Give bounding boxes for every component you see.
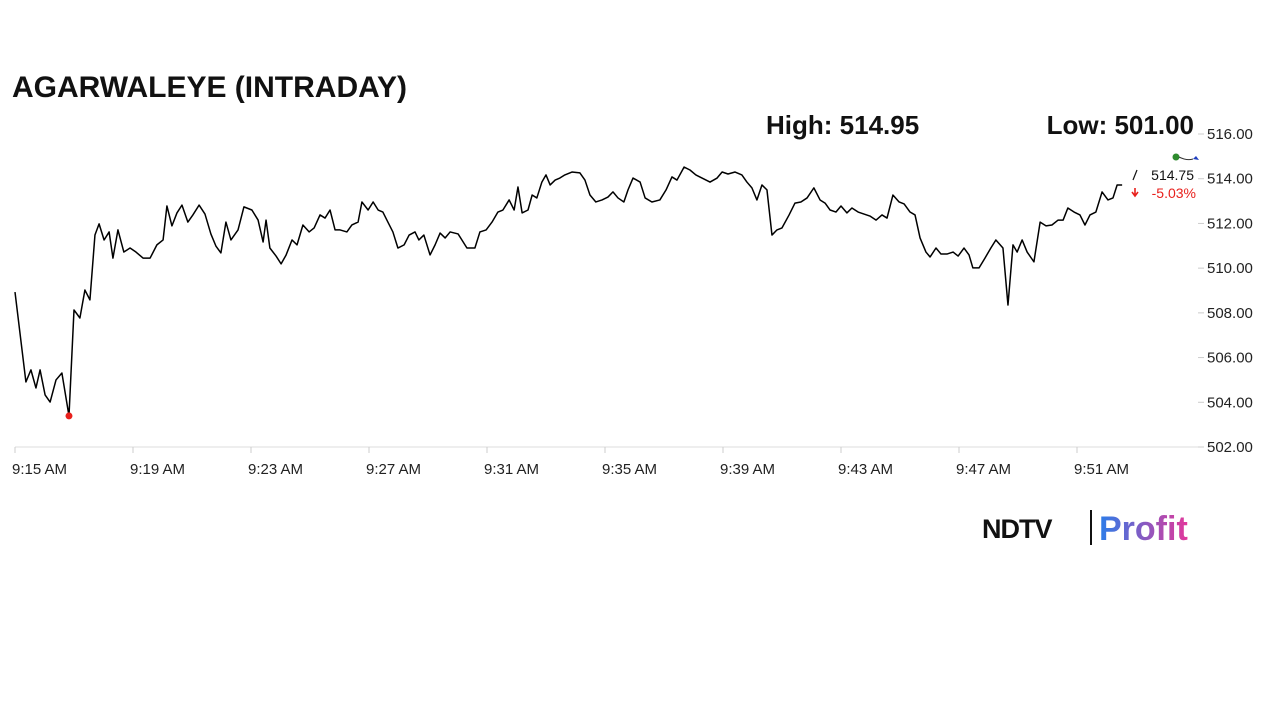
y-tick-label: 514.00 [1207,171,1253,188]
down-arrow [1131,188,1139,198]
x-tick-label: 9:35 AM [602,461,657,478]
x-tick-label: 9:23 AM [248,461,303,478]
x-tick-label: 9:47 AM [956,461,1011,478]
logo-profit: Profit [1099,510,1188,548]
y-tick-label: 508.00 [1207,305,1253,322]
indicator-line [1178,156,1194,161]
y-tick-label: 516.00 [1207,126,1253,143]
logo-ndtv: NDTV [982,514,1052,544]
high-label: High: 514.95 [766,110,919,140]
y-tick-label: 512.00 [1207,215,1253,232]
x-tick-label: 9:19 AM [130,461,185,478]
low-marker [65,412,73,420]
indicator-dot [1172,153,1180,161]
change-label: -5.03% [1152,185,1196,201]
indicator-marker [1193,156,1199,160]
chart-title: AGARWALEYE (INTRADAY) [12,71,407,104]
last-icon [1132,169,1138,181]
y-tick-label: 502.00 [1207,439,1253,456]
x-tick-label: 9:15 AM [12,461,67,478]
low-label: Low: 501.00 [1047,110,1194,140]
x-tick-label: 9:51 AM [1074,461,1129,478]
y-tick-label: 504.00 [1207,394,1253,411]
price-line [14,166,1123,417]
last-price: 514.75 [1151,167,1194,183]
x-tick-label: 9:31 AM [484,461,539,478]
y-tick-label: 510.00 [1207,260,1253,277]
x-tick-label: 9:27 AM [366,461,421,478]
x-tick-label: 9:39 AM [720,461,775,478]
y-tick-label: 506.00 [1207,350,1253,367]
x-tick-label: 9:43 AM [838,461,893,478]
